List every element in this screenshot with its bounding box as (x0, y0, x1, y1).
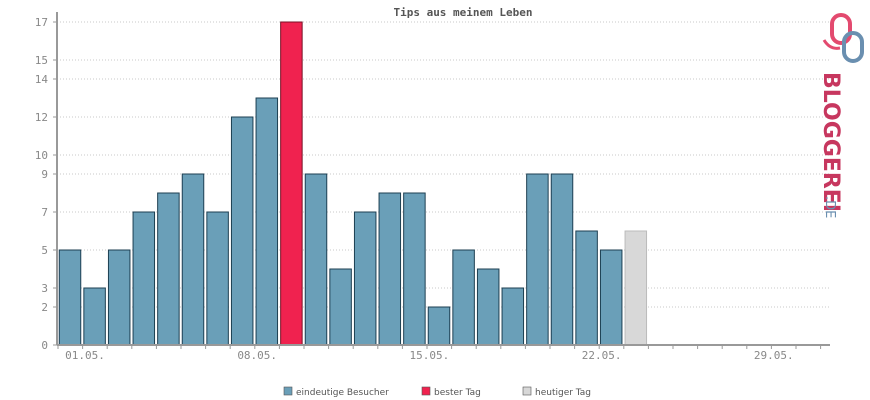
y-tick-label: 5 (41, 244, 48, 257)
bar (107, 249, 131, 346)
bar (230, 116, 254, 346)
y-tick-label: 10 (35, 149, 48, 162)
x-axis-ticks: 01.05. 08.05. 15.05. 22.05. 29.05. (57, 345, 822, 362)
x-tick-label: 08.05. (237, 349, 277, 362)
y-tick-label: 3 (41, 282, 48, 295)
bars (58, 21, 648, 346)
bar (132, 211, 156, 346)
y-tick-label: 17 (35, 16, 48, 29)
bar (452, 249, 475, 346)
legend-label: eindeutige Besucher (296, 388, 389, 398)
bar (181, 173, 205, 346)
x-tick-label: 01.05. (65, 349, 105, 362)
bar (58, 249, 82, 346)
legend-label: heutiger Tag (535, 388, 591, 398)
y-tick-label: 7 (41, 206, 48, 219)
legend: eindeutige Besucher bester Tag heutiger Ta… (283, 386, 591, 398)
bar-today (624, 230, 648, 346)
bar (157, 192, 180, 346)
bar (550, 173, 574, 346)
logo-text: BLOGGEREI (818, 72, 843, 212)
y-tick-label: 0 (41, 339, 48, 352)
axes (56, 12, 830, 346)
y-axis-ticks: 0 2 3 5 7 9 10 12 14 15 17 (35, 16, 57, 352)
bar (329, 268, 352, 346)
y-tick-label: 14 (35, 73, 49, 86)
legend-label: bester Tag (434, 388, 481, 398)
x-tick-label: 15.05. (410, 349, 450, 362)
bar (403, 192, 426, 346)
bar (206, 211, 229, 346)
bar (501, 287, 525, 346)
logo-suffix: .DE (822, 196, 837, 218)
bloggerei-logo[interactable]: BLOGGEREI .DE (818, 13, 864, 218)
bar-best-day (280, 21, 303, 346)
bar (599, 249, 623, 346)
chart-title: Tips aus meinem Leben (393, 6, 532, 19)
bar (575, 230, 598, 346)
bar (304, 173, 328, 346)
bar (378, 192, 402, 346)
bar (255, 97, 279, 346)
bar (526, 173, 549, 346)
y-tick-label: 15 (35, 54, 48, 67)
bar (427, 306, 451, 346)
y-tick-label: 9 (41, 168, 48, 181)
logo-icon (822, 13, 864, 63)
legend-swatch (421, 386, 431, 396)
bar (83, 287, 106, 346)
x-tick-label: 22.05. (582, 349, 622, 362)
y-tick-label: 12 (35, 111, 48, 124)
bar (353, 211, 377, 346)
legend-swatch (522, 386, 532, 396)
x-tick-label: 29.05. (754, 349, 794, 362)
y-tick-label: 2 (41, 301, 48, 314)
bar (476, 268, 500, 346)
legend-swatch (283, 386, 293, 396)
